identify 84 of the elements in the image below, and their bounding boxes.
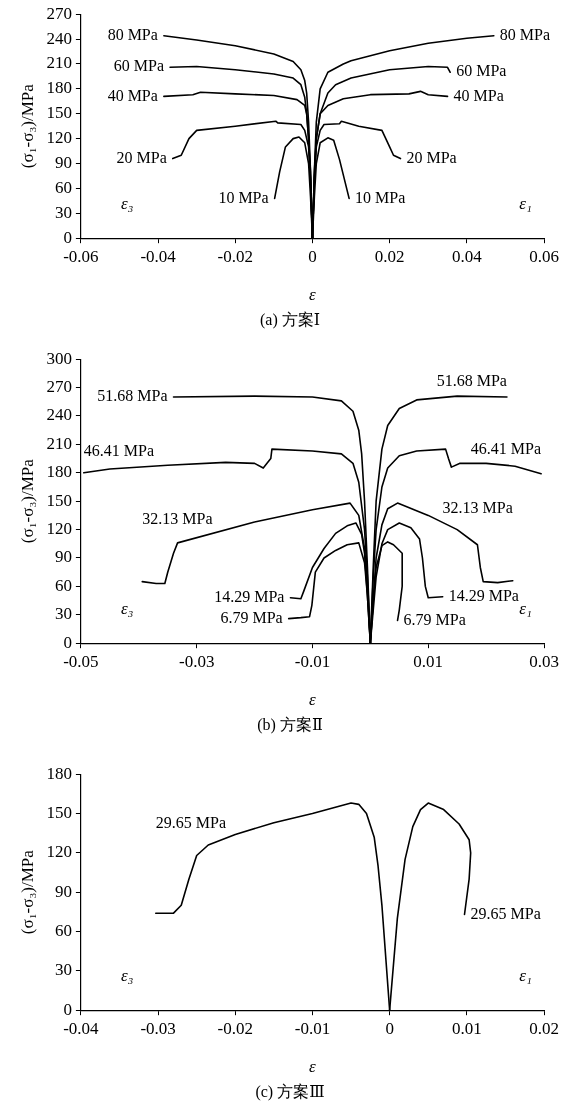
y-tick-label: 270 bbox=[46, 3, 72, 23]
series-label: 14.29 MPa bbox=[448, 587, 519, 605]
y-tick-label: 180 bbox=[46, 763, 72, 783]
series-label: 51.68 MPa bbox=[436, 372, 507, 390]
x-tick-label: -0.06 bbox=[63, 246, 99, 266]
series-label: 20 MPa bbox=[116, 148, 167, 166]
series-label: 6.79 MPa bbox=[220, 608, 283, 626]
y-tick-label: 180 bbox=[46, 78, 72, 98]
y-axis-title: (σ₁-σ₃)/MPa bbox=[17, 849, 37, 935]
series-label: 10 MPa bbox=[355, 188, 406, 206]
y-tick-label: 240 bbox=[46, 405, 72, 425]
series-label: 40 MPa bbox=[107, 86, 158, 104]
series-label: 60 MPa bbox=[113, 57, 165, 75]
x-tick-label: -0.03 bbox=[178, 651, 215, 671]
x-tick-label: 0.01 bbox=[451, 1018, 482, 1038]
x-tick-label: -0.01 bbox=[294, 651, 331, 671]
series-label: 80 MPa bbox=[499, 25, 551, 43]
x-axis-title: ε bbox=[309, 1057, 317, 1077]
y-tick-label: 210 bbox=[46, 433, 72, 453]
annotation: ε₃ bbox=[120, 965, 134, 985]
text: (b) 方案Ⅱ bbox=[256, 715, 324, 736]
x-tick-label: 0.03 bbox=[529, 651, 559, 671]
x-tick-label: -0.01 bbox=[294, 1018, 331, 1038]
series-label: 60 MPa bbox=[456, 62, 507, 80]
series-label: 20 MPa bbox=[406, 148, 457, 166]
y-tick-label: 0 bbox=[63, 999, 72, 1019]
series-label: 46.41 MPa bbox=[470, 439, 542, 457]
series-label: 40 MPa bbox=[453, 86, 504, 104]
series-label: 29.65 MPa bbox=[470, 904, 541, 922]
y-tick-label: 240 bbox=[46, 28, 72, 48]
x-tick-label: -0.02 bbox=[217, 1018, 253, 1038]
y-tick-label: 0 bbox=[63, 632, 72, 652]
y-tick-label: 30 bbox=[54, 202, 72, 222]
series-label: 32.13 MPa bbox=[142, 509, 213, 527]
annotation: ε₃ bbox=[120, 193, 134, 213]
series-label: 14.29 MPa bbox=[214, 587, 285, 605]
x-tick-label: 0 bbox=[308, 246, 317, 266]
y-tick-label: 210 bbox=[46, 53, 72, 73]
annotation: ε₁ bbox=[519, 193, 532, 213]
y-tick-label: 60 bbox=[54, 575, 72, 595]
text: (c) 方案Ⅲ bbox=[254, 1082, 326, 1103]
y-tick-label: 150 bbox=[46, 103, 72, 123]
series-label: 46.41 MPa bbox=[83, 442, 155, 460]
x-tick-label: 0.02 bbox=[374, 246, 405, 266]
series-label: 10 MPa bbox=[218, 188, 269, 206]
series-label: 80 MPa bbox=[107, 25, 158, 43]
x-tick-label: -0.02 bbox=[217, 246, 253, 266]
y-tick-label: 120 bbox=[46, 842, 72, 862]
y-tick-label: 0 bbox=[63, 227, 72, 247]
x-tick-label: -0.05 bbox=[63, 651, 99, 671]
series-label: 6.79 MPa bbox=[403, 610, 466, 628]
annotation: ε₁ bbox=[519, 965, 532, 985]
y-tick-label: 300 bbox=[46, 348, 72, 368]
y-tick-label: 180 bbox=[46, 462, 72, 482]
x-axis-title: ε bbox=[309, 285, 317, 305]
y-axis-title: (σ₁-σ₃)/MPa bbox=[17, 83, 37, 169]
y-tick-label: 120 bbox=[46, 128, 72, 148]
y-tick-label: 120 bbox=[46, 519, 72, 539]
annotation: ε₁ bbox=[519, 598, 532, 618]
y-tick-label: 90 bbox=[54, 547, 72, 567]
y-tick-label: 60 bbox=[54, 177, 72, 197]
series-label: 51.68 MPa bbox=[97, 387, 168, 405]
x-tick-label: 0.01 bbox=[413, 651, 444, 671]
y-tick-label: 30 bbox=[54, 604, 72, 624]
x-tick-label: 0.06 bbox=[529, 246, 559, 266]
series-label: 32.13 MPa bbox=[442, 498, 513, 516]
x-tick-label: 0.04 bbox=[451, 246, 483, 266]
y-tick-label: 90 bbox=[54, 153, 72, 172]
x-tick-label: -0.03 bbox=[140, 1018, 176, 1038]
x-tick-label: -0.04 bbox=[140, 246, 177, 266]
x-tick-label: -0.04 bbox=[63, 1018, 100, 1038]
x-axis-title: ε bbox=[309, 690, 317, 710]
y-tick-label: 90 bbox=[54, 881, 72, 901]
x-tick-label: 0.02 bbox=[529, 1018, 559, 1038]
x-tick-label: 0 bbox=[385, 1018, 394, 1038]
y-tick-label: 270 bbox=[46, 377, 72, 397]
series-label: 29.65 MPa bbox=[155, 814, 226, 832]
text: (a) 方案Ⅰ bbox=[258, 310, 322, 331]
y-tick-label: 150 bbox=[46, 803, 72, 822]
y-tick-label: 60 bbox=[54, 921, 72, 940]
y-axis-title: (σ₁-σ₃)/MPa bbox=[17, 458, 37, 544]
y-tick-label: 150 bbox=[46, 490, 72, 510]
y-tick-label: 30 bbox=[54, 960, 72, 980]
annotation: ε₃ bbox=[120, 598, 134, 618]
